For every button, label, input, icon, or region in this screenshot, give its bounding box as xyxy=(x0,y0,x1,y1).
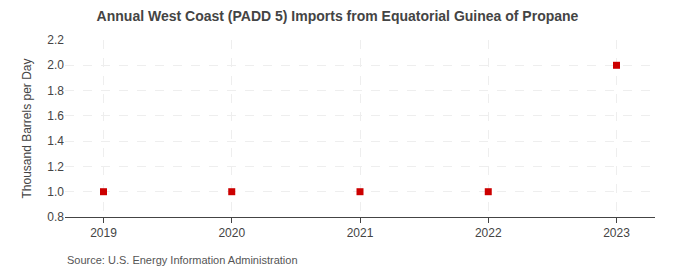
svg-text:1.2: 1.2 xyxy=(47,160,64,174)
svg-text:1.0: 1.0 xyxy=(47,185,64,199)
svg-text:2022: 2022 xyxy=(475,226,502,240)
svg-text:1.4: 1.4 xyxy=(47,134,64,148)
svg-text:Annual West Coast (PADD 5) Imp: Annual West Coast (PADD 5) Imports from … xyxy=(97,8,579,24)
svg-text:2.2: 2.2 xyxy=(47,33,64,47)
svg-text:2020: 2020 xyxy=(218,226,245,240)
svg-text:1.6: 1.6 xyxy=(47,109,64,123)
svg-text:1.8: 1.8 xyxy=(47,84,64,98)
svg-text:2023: 2023 xyxy=(603,226,630,240)
svg-text:2021: 2021 xyxy=(347,226,374,240)
svg-text:Source: U.S. Energy Informatio: Source: U.S. Energy Information Administ… xyxy=(67,254,298,266)
svg-text:0.8: 0.8 xyxy=(47,210,64,224)
svg-text:2019: 2019 xyxy=(90,226,117,240)
svg-text:2.0: 2.0 xyxy=(47,58,64,72)
svg-text:Thousand Barrels per Day: Thousand Barrels per Day xyxy=(20,58,34,198)
